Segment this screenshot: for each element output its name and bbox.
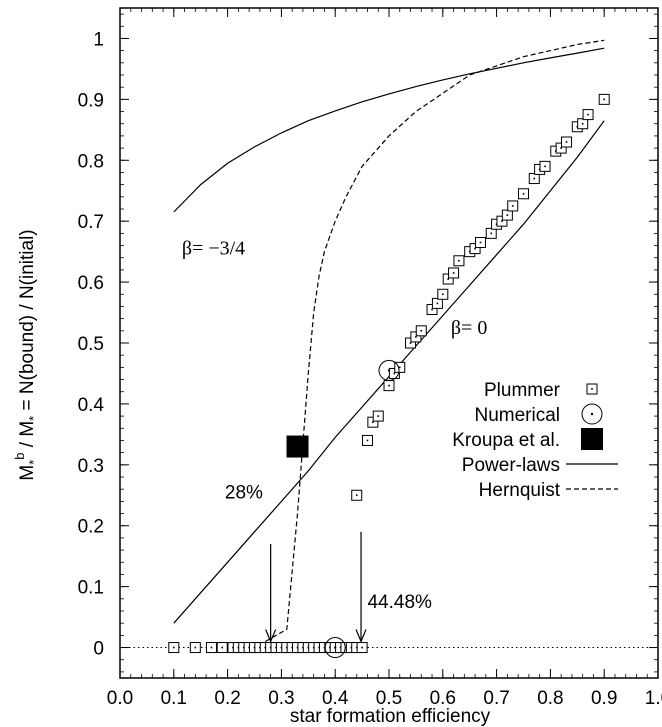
plummer-point-dot [603,98,605,101]
series-lines [173,39,605,643]
x-tick-label: 0.5 [376,688,402,709]
x-tick-label: 0.3 [268,688,294,709]
plummer-point-dot [501,220,503,222]
legend: Plummer Numerical Kroupa et al. Power-laws H… [452,380,618,501]
legend-label: Numerical [474,405,560,426]
plummer-point-dot [355,494,358,497]
plummer-point-dot [420,330,423,332]
plummer-point-dot [372,421,374,423]
legend-label: Hernquist [479,480,561,501]
y-axis-label: M*b / M* = N(bound) / N(initial) [12,229,41,480]
y-label-slash: / M [17,421,38,453]
plummer-point-dot [506,214,509,216]
numerical-point-dot [387,369,391,372]
x-tick-label: 1.0 [645,688,662,709]
plummer-point-dot [210,646,213,649]
kroupa-point [286,435,309,458]
numerical-point [324,637,346,659]
plummer-point-dot [221,646,224,649]
plummer-point-dot [474,247,476,250]
x-tick-label: 0.8 [537,688,563,709]
x-tick-label: 0.6 [430,688,456,709]
hernquist-curve [265,39,605,643]
y-label-rest: = N(bound) / N(initial) [17,229,38,415]
arrow-head [355,629,367,644]
legend-numerical-symbol [581,403,603,425]
plummer-point-dot [388,384,390,387]
y-label-star1: * [26,460,41,465]
plummer-point-dot [533,177,536,180]
plummer-point-dot [442,293,444,296]
plummer-point-dot [452,272,455,274]
plummer-point-dot [393,372,396,375]
numerical-point [378,359,400,381]
y-tick-label: 0.3 [78,456,104,477]
beta-neg-label: β= −3/4 [182,238,245,260]
y-tick-label: 0.6 [78,273,104,294]
legend-kroupa-symbol [581,428,603,450]
numerical-point-dot [334,646,337,649]
pct-44-label: 44.48% [367,592,432,613]
y-label-star2: * [26,416,41,421]
x-tick-label: 0.2 [214,688,240,709]
legend-label: Kroupa et al. [452,430,560,451]
plummer-point-dot [447,278,449,280]
plummer-point-dot [565,141,568,143]
plummer-point-dot [436,302,439,305]
y-tick-label: 0.7 [78,212,104,233]
y-tick-label: 0.9 [78,90,104,111]
legend-plummer-dot [591,388,593,390]
x-tick-label: 0.9 [591,688,617,709]
plummer-point-dot [522,192,525,195]
plummer-point-dot [173,646,175,649]
plummer-point-dot [366,439,369,442]
plummer-point-dot [479,241,482,244]
y-tick-label: 0.4 [78,395,105,416]
y-tick-label: 0 [93,639,104,660]
legend-numerical-dot [590,412,594,416]
plummer-point-dot [377,415,380,417]
plummer-point-dot [458,259,460,262]
plummer-point-dot [587,113,589,116]
plot-border [119,7,659,679]
x-tick-label: 0.0 [107,688,133,709]
plummer-point-dot [560,147,562,149]
series-markers [168,93,610,659]
beta-zero-label: β= 0 [451,317,487,339]
plot-frame [119,7,659,679]
x-tick-label: 0.1 [161,688,187,709]
plummer-point-dot [544,165,546,168]
x-tick-label: 0.4 [322,688,349,709]
x-axis-label: star formation efficiency [290,706,491,727]
plummer-point-dot [490,232,493,235]
y-tick-label: 0.5 [78,334,104,355]
power-law-curve [173,47,605,213]
pct-28-label: 28% [225,482,263,503]
plummer-point-dot [398,366,401,369]
plummer-point-dot [511,205,514,207]
y-tick-label: 0.8 [78,151,104,172]
plummer-point-dot [431,308,433,311]
plummer-point-dot [361,646,363,649]
plummer-point-dot [415,336,417,338]
plummer-point-dot [581,122,584,125]
x-tick-label: 0.7 [483,688,509,709]
y-label-sup-b: b [12,452,27,459]
y-label-m1: M [17,465,38,481]
plummer-point-dot [194,646,197,649]
y-tick-label: 0.2 [78,517,104,538]
axis-ticks: 0.0 0.1 0.2 0.3 0.4 0.5 0.6 0.7 0.8 0.9 1.0 0 0.1 0.2… [78,8,662,709]
legend-label: Plummer [484,380,561,401]
y-tick-label: 0.1 [78,578,104,599]
plummer-point-dot [409,342,412,344]
legend-label: Power-laws [462,455,560,476]
arrow-head [265,629,277,644]
annotations: β= −3/4 β= 0 28% 44.48% [182,238,487,644]
y-tick-label: 1 [93,29,104,50]
